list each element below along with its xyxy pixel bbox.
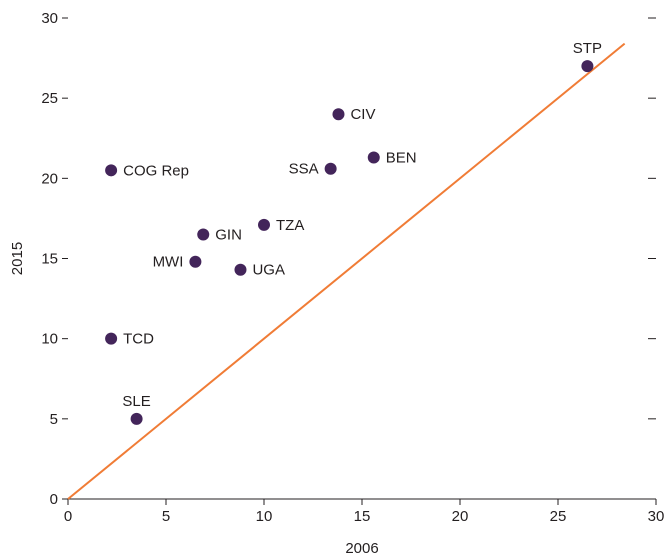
point-tza [258, 218, 270, 231]
y-tick-label: 5 [50, 411, 58, 428]
y-tick-label: 15 [41, 251, 58, 268]
x-tick-label: 25 [550, 508, 567, 525]
y-tick-label: 20 [41, 170, 58, 187]
point-uga [234, 263, 247, 276]
point-label-tza: TZA [276, 217, 304, 234]
y-tick-label: 10 [41, 331, 58, 348]
point-tcd [105, 332, 118, 345]
x-tick-label: 10 [256, 508, 273, 525]
x-tick-label: 20 [452, 508, 469, 525]
point-label-stp: STP [573, 40, 602, 57]
axes: 0 5 10 15 20 25 30 0 5 10 15 20 25 30 [41, 10, 664, 525]
points-group: STP CIV BEN SSA COG Rep TZA GIN MWI UGA TCD SLE [105, 40, 602, 425]
x-tick-label: 30 [648, 508, 665, 525]
point-label-gin: GIN [215, 226, 242, 243]
point-sle [130, 412, 143, 425]
reference-line-45deg [67, 42, 626, 500]
point-ben [367, 151, 380, 164]
point-mwi [189, 255, 202, 268]
point-civ [332, 108, 345, 121]
x-tick-label: 5 [162, 508, 170, 525]
point-gin [197, 228, 210, 241]
point-label-tcd: TCD [123, 331, 154, 348]
point-label-ben: BEN [386, 149, 417, 166]
x-tick-label: 0 [64, 508, 72, 525]
y-axis-title: 2015 [9, 242, 26, 275]
y-tick-label: 0 [50, 491, 58, 508]
y-tick-label: 25 [41, 90, 58, 107]
point-label-uga: UGA [252, 262, 285, 279]
point-label-ssa: SSA [289, 161, 319, 178]
point-label-cog-rep: COG Rep [123, 162, 189, 179]
x-axis-title: 2006 [345, 540, 378, 557]
reference-line-group [67, 42, 626, 500]
point-stp [581, 60, 594, 73]
y-tick-label: 30 [41, 10, 58, 27]
point-ssa [324, 162, 337, 175]
x-tick-label: 15 [354, 508, 371, 525]
point-label-civ: CIV [350, 106, 375, 123]
point-label-sle: SLE [122, 393, 150, 410]
point-label-mwi: MWI [153, 254, 184, 271]
point-cog-rep [105, 164, 118, 177]
